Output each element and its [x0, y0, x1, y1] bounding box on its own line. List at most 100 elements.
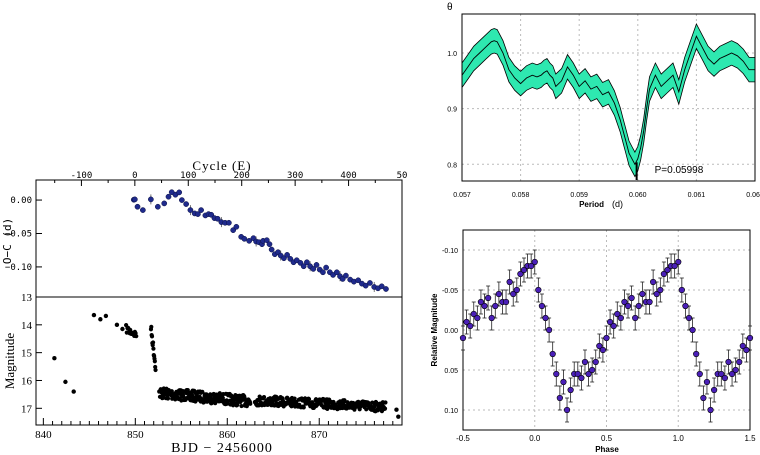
mag-point: [103, 313, 109, 319]
mag-x-tick-label: 840: [35, 429, 52, 441]
phase-point: [495, 290, 502, 298]
phase-point: [592, 358, 599, 366]
mag-point: [165, 396, 171, 401]
oc-point: [198, 207, 204, 213]
mag-panel: 840 850 860 870 13 14 15 16 17 BJD − 2456000 Ma…: [2, 292, 403, 455]
phase-point: [718, 370, 725, 378]
oc-point: [355, 277, 362, 284]
pdm-y-tick-label: 0.9: [447, 107, 457, 114]
phase-point: [732, 366, 739, 374]
mag-point: [394, 407, 399, 412]
phase-y-tick-label: 0.00: [444, 328, 458, 335]
pdm-x-tick-label: 0.062: [746, 192, 760, 199]
pdm-frame: [461, 13, 756, 182]
oc-point: [367, 280, 373, 286]
oc-point: [268, 246, 275, 253]
phase-point: [739, 342, 746, 350]
pdm-title: θ: [447, 2, 453, 13]
oc-point: [362, 282, 369, 289]
phase-point: [736, 358, 743, 366]
oc-point: [183, 201, 189, 207]
mag-point: [213, 400, 218, 406]
oc-point: [187, 207, 194, 213]
oc-point: [195, 211, 201, 217]
phase-x-tick-label: -0.5: [456, 434, 470, 443]
pdm-x-tick-label: 0.061: [688, 192, 706, 199]
mag-point: [149, 324, 154, 329]
mag-point: [134, 334, 139, 339]
phase-point: [545, 326, 553, 334]
mag-point: [152, 359, 157, 364]
oc-y-tick-label: −0.05: [5, 229, 32, 239]
phase-point: [477, 298, 485, 306]
pdm-panel: P=0.05998 θ 0.057 0.058 0.059 0.060 0.061 0.0…: [447, 2, 760, 209]
oc-point: [161, 200, 168, 207]
oc-point: [241, 235, 248, 242]
oc-point: [263, 237, 270, 244]
phase-point: [606, 318, 614, 326]
oc-point: [140, 207, 146, 213]
phase-point: [574, 370, 581, 378]
phase-y-tick-label: 0.10: [444, 408, 458, 415]
phase-point: [711, 386, 718, 394]
phase-point: [707, 406, 714, 414]
phase-point: [488, 314, 495, 322]
phase-point: [610, 322, 617, 330]
oc-point: [179, 197, 185, 203]
mag-point: [261, 395, 267, 400]
phase-point: [549, 350, 556, 358]
phase-point: [599, 346, 607, 354]
pdm-y-tick-label: 1.0: [447, 51, 457, 58]
phase-point: [463, 318, 470, 326]
mag-point: [193, 399, 198, 404]
mag-x-tick-label: 850: [127, 429, 144, 441]
mag-point: [383, 400, 388, 405]
phase-point: [506, 278, 513, 286]
phase-point: [746, 334, 754, 342]
phase-point: [617, 314, 624, 322]
oc-point: [378, 283, 385, 290]
oc-y-tick-label: 0.00: [10, 196, 32, 206]
oc-points: [130, 189, 389, 292]
mag-point: [200, 389, 205, 394]
phase-x-tick-label: 1.5: [744, 434, 756, 443]
phase-y-ticks: -0.10 -0.05 0.00 0.05 0.10: [442, 248, 458, 415]
mag-y-tick-label: 13: [21, 292, 33, 304]
phase-point: [657, 286, 664, 294]
phase-point: [485, 294, 492, 302]
mag-point: [396, 414, 401, 419]
phase-point: [639, 290, 646, 298]
phase-y-tick-label: -0.10: [442, 248, 458, 255]
mag-x-tick-label: 860: [219, 429, 236, 441]
phase-point: [628, 294, 635, 302]
phase-point: [682, 302, 689, 310]
phase-point: [481, 302, 488, 310]
phase-point: [614, 310, 621, 318]
pdm-x-tick-label: 0.057: [453, 192, 471, 199]
phase-point: [535, 286, 542, 294]
phase-point: [678, 286, 685, 294]
pdm-x-axis-unit: (d): [612, 199, 623, 209]
phase-point: [653, 290, 660, 298]
oc-point: [246, 237, 253, 244]
mag-y-tick-label: 15: [21, 348, 33, 360]
mag-x-ticks: 840 850 860 870: [35, 418, 394, 441]
phase-point: [474, 314, 481, 322]
mag-point: [91, 312, 97, 318]
mag-point: [364, 407, 369, 412]
oc-y-ticks: 0.00 −0.05 −0.10: [5, 196, 42, 273]
mag-point: [52, 356, 57, 361]
pdm-grid: [462, 14, 755, 181]
phase-point: [703, 378, 711, 386]
mag-point: [71, 389, 76, 394]
phase-x-ticks: -0.5 0.0 0.5 1.0 1.5: [456, 434, 756, 443]
mag-y-tick-label: 14: [21, 320, 33, 332]
phase-point: [596, 342, 603, 350]
phase-points: [459, 258, 754, 414]
oc-point: [233, 223, 240, 230]
phase-point: [743, 346, 750, 354]
pdm-x-axis-label: Period: [579, 200, 604, 209]
mag-point: [306, 397, 312, 402]
oc-top-tick-label: 0: [132, 171, 137, 181]
